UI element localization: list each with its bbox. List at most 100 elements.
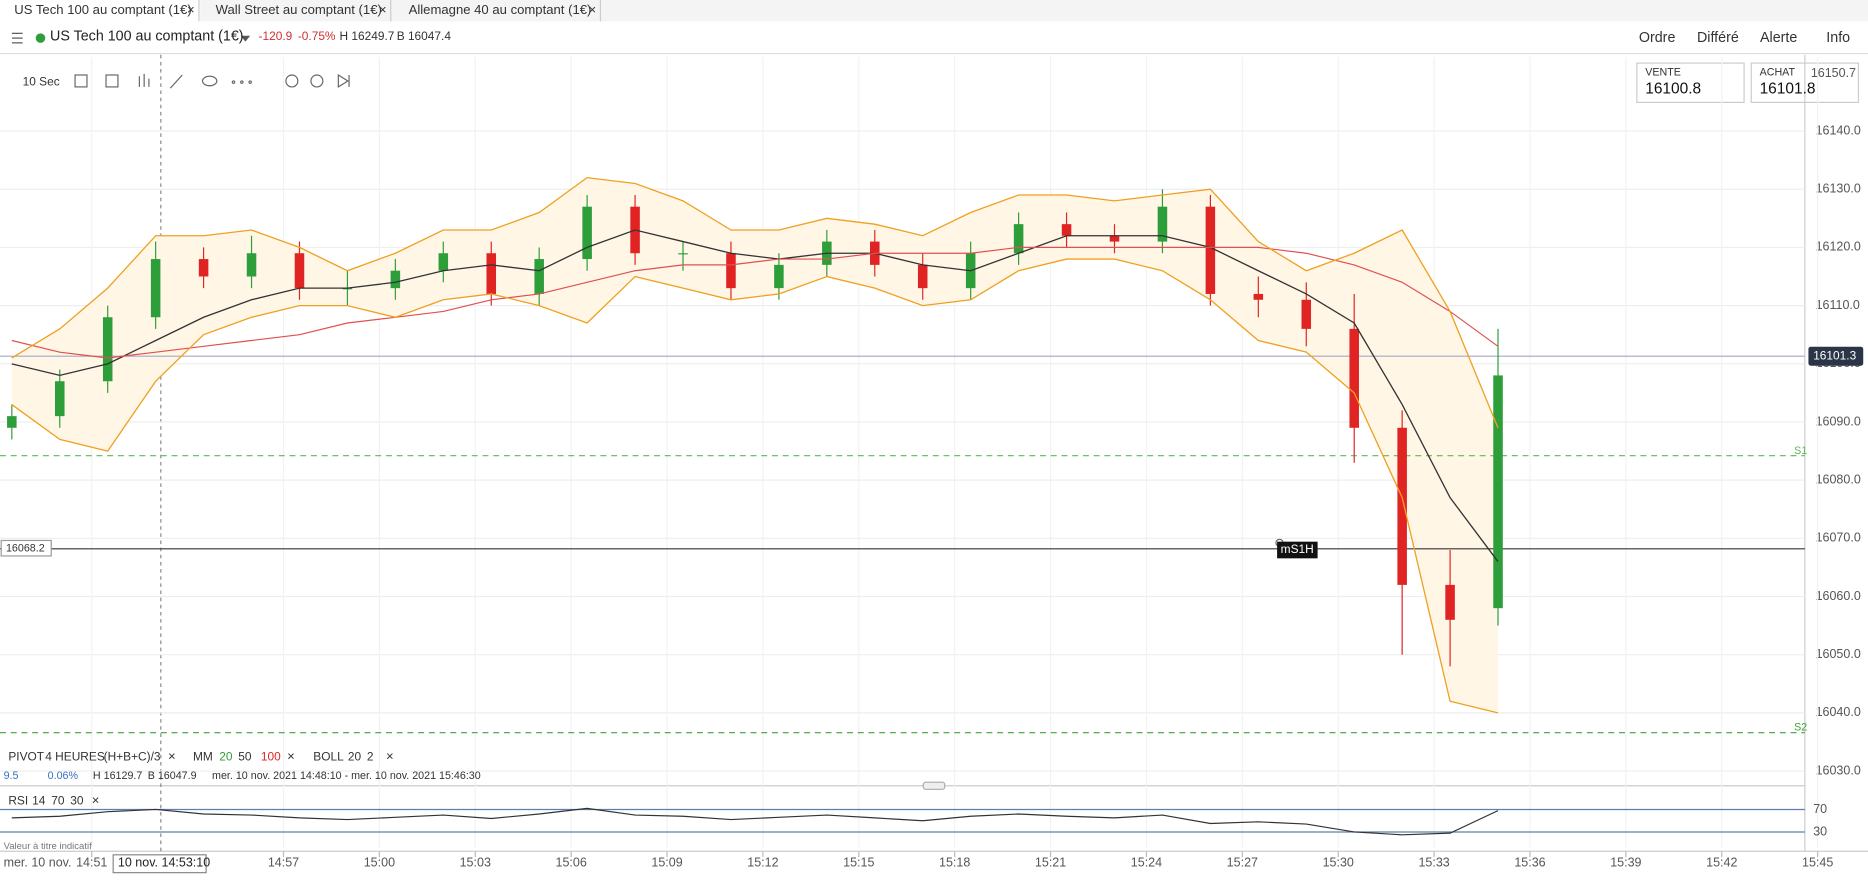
last-price-box — [1808, 346, 1864, 366]
rsi-param: 30 — [70, 793, 84, 807]
x-tick-label: 15:24 — [1131, 855, 1162, 869]
x-tick-label: 15:33 — [1418, 855, 1449, 869]
bollinger-fill — [11, 177, 1499, 713]
tab-label[interactable]: Allemagne 40 au comptant (1€) — [409, 2, 592, 17]
y-tick-label: 16080.0 — [1816, 472, 1861, 486]
y-tick-label: 16110.0 — [1816, 298, 1860, 312]
tab-close[interactable]: × — [589, 2, 597, 17]
candle-body — [1301, 299, 1312, 329]
candle-body — [1109, 235, 1120, 242]
change-pct: -0.75% — [298, 29, 336, 43]
y-tick-label: 16050.0 — [1816, 647, 1861, 661]
change: -120.9 — [259, 29, 293, 43]
mm-period: 50 — [238, 749, 252, 763]
candle-body — [1397, 427, 1407, 585]
x-tick-label: 15:06 — [556, 855, 587, 869]
x-tick-label: 15:18 — [939, 855, 970, 869]
y-tick-label: 16070.0 — [1816, 531, 1861, 545]
rsi-param: 14 — [32, 793, 46, 807]
candle-body — [774, 264, 784, 289]
candle-body — [582, 206, 592, 260]
marker-value: 16068.2 — [6, 543, 45, 555]
candle-body — [1445, 584, 1455, 620]
mm-label: MM — [193, 749, 213, 763]
day-low: B 16047.4 — [397, 29, 452, 43]
marker-tag — [1277, 541, 1318, 559]
buy-label: ACHAT — [1760, 66, 1796, 78]
x-tick-label: 15:36 — [1514, 855, 1545, 869]
info-item: B 16047.9 — [148, 770, 197, 782]
indicator-remove[interactable]: × — [287, 749, 295, 764]
x-tick-label: 15:45 — [1802, 855, 1833, 869]
rsi-tick-label: 70 — [1813, 802, 1827, 816]
pivot-period: 4 HEURES — [45, 749, 105, 763]
x-tick-label: 14:57 — [268, 855, 299, 869]
candle-body — [390, 270, 401, 289]
menu-button[interactable]: Différé — [1697, 30, 1739, 46]
candle-body — [55, 381, 65, 417]
x-tick-label: 15:30 — [1323, 855, 1354, 869]
candle-body — [7, 416, 17, 428]
indicator-remove[interactable]: × — [168, 749, 176, 764]
crosshair-time: 10 nov. 14:53:10 — [118, 855, 210, 869]
y-tick-label: 16090.0 — [1816, 414, 1861, 428]
menu-button[interactable]: Alerte — [1760, 30, 1797, 46]
candle-body — [1253, 293, 1264, 300]
buy-price: 16101.8 — [1760, 80, 1816, 97]
sell-price: 16100.8 — [1645, 80, 1701, 97]
menu-button[interactable]: Info — [1826, 30, 1850, 46]
sell-label: VENTE — [1645, 66, 1681, 78]
menu-button[interactable]: Ordre — [1639, 30, 1676, 46]
mm-period: 20 — [219, 749, 233, 763]
candle-body — [1349, 328, 1359, 428]
boll-param: 20 — [348, 749, 362, 763]
y-tick-label: 16130.0 — [1816, 182, 1861, 196]
rsi-tick-label: 30 — [1813, 824, 1827, 838]
x-tick-label: 15:39 — [1610, 855, 1641, 869]
candle-body — [678, 253, 688, 255]
tab-close[interactable]: × — [379, 2, 387, 17]
candle-body — [294, 253, 305, 289]
boll-label: BOLL — [313, 749, 344, 763]
interval[interactable]: 10 Sec — [23, 74, 60, 88]
y-tick-label: 16040.0 — [1816, 705, 1861, 719]
sell-box[interactable] — [1636, 62, 1745, 103]
rsi-param: 70 — [51, 793, 65, 807]
candle-body — [917, 264, 928, 289]
tab-bar — [0, 0, 1868, 22]
y-tick-label: 16030.0 — [1816, 763, 1861, 777]
indicator-line — [11, 246, 1499, 359]
pivot-label: PIVOT — [8, 749, 44, 763]
x-tick-label: 15:15 — [843, 855, 874, 869]
date-label: mer. 10 nov. — [4, 855, 72, 869]
crosshair-time-box — [112, 854, 207, 874]
tab-label[interactable]: US Tech 100 au comptant (1€) — [14, 2, 191, 17]
indicator-line — [11, 176, 1499, 429]
candle-body — [534, 259, 544, 294]
x-tick-label: 15:27 — [1227, 855, 1258, 869]
rsi-label: RSI — [8, 793, 28, 807]
indicator-remove[interactable]: × — [92, 793, 100, 808]
x-tick-label: 15:03 — [460, 855, 491, 869]
tab-close[interactable]: × — [187, 2, 195, 17]
dropdown-arrow[interactable] — [240, 35, 251, 42]
last-price: 16101.3 — [1813, 348, 1856, 362]
x-tick-label: 14:51 — [76, 855, 107, 869]
x-tick-label: 15:12 — [747, 855, 778, 869]
day-high: H 16249.7 — [340, 29, 395, 43]
tab-active[interactable] — [0, 0, 201, 22]
tab-label[interactable]: Wall Street au comptant (1€) — [216, 2, 382, 17]
menu-icon[interactable] — [11, 32, 23, 44]
toolbar-icons[interactable] — [74, 73, 350, 89]
y-tick-label: 16140.0 — [1816, 123, 1861, 137]
indicator-remove[interactable]: × — [386, 749, 394, 764]
y-tick-label: 16120.0 — [1816, 240, 1861, 254]
boll-param: 2 — [367, 749, 374, 763]
candle-body — [1013, 224, 1024, 254]
candle-body — [246, 253, 257, 277]
pane-handle[interactable] — [922, 781, 946, 790]
top-price: 16150.7 — [1811, 66, 1856, 80]
info-item: mer. 10 nov. 2021 14:48:10 - mer. 10 nov… — [212, 770, 481, 782]
candle-body — [1061, 224, 1072, 236]
